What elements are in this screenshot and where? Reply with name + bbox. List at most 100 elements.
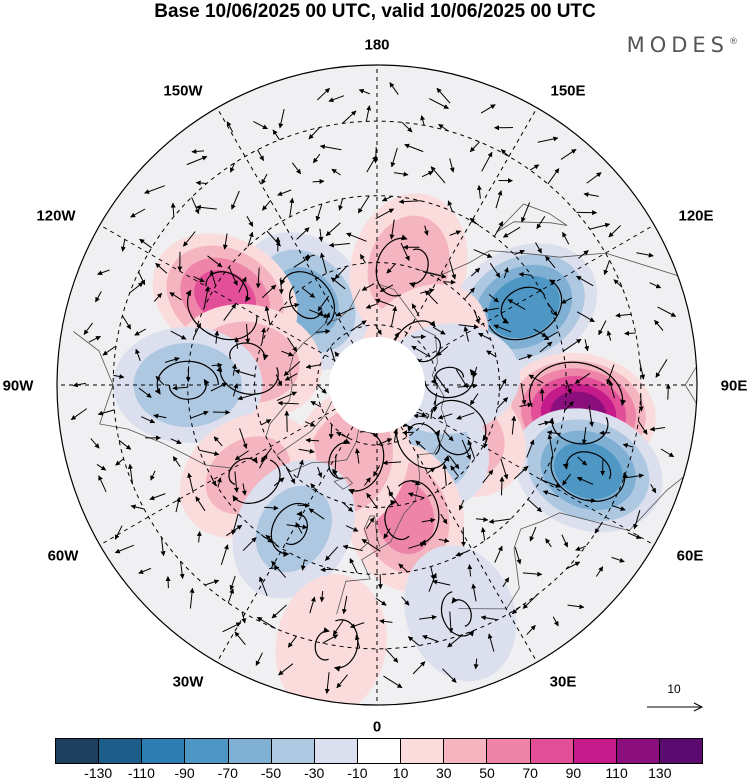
wind-vector bbox=[332, 620, 344, 636]
wind-vector bbox=[237, 393, 256, 401]
wind-vector bbox=[450, 465, 459, 477]
streamline bbox=[550, 455, 629, 502]
streamline bbox=[154, 360, 219, 395]
streamline bbox=[528, 361, 627, 408]
streamline bbox=[375, 234, 408, 297]
lon-label-30w: 30W bbox=[172, 673, 204, 691]
wind-vector bbox=[335, 307, 355, 317]
wind-vector bbox=[436, 346, 449, 357]
colorbar-tick-label: 110 bbox=[605, 765, 628, 781]
vortex-circulation bbox=[550, 451, 629, 502]
wind-vector bbox=[186, 155, 208, 166]
lon-label-90e: 90E bbox=[720, 377, 748, 395]
map-title: Base 10/06/2025 00 UTC, valid 10/06/2025… bbox=[154, 1, 596, 22]
wind-vector bbox=[381, 195, 393, 202]
wind-vector bbox=[594, 522, 603, 534]
wind-vector bbox=[410, 480, 421, 486]
wind-vector bbox=[315, 203, 323, 222]
wind-vector bbox=[539, 388, 545, 402]
wind-vector bbox=[477, 332, 491, 340]
wind-vector bbox=[231, 513, 239, 535]
wind-vector bbox=[231, 190, 240, 210]
wind-vector bbox=[193, 276, 205, 283]
wind-vector bbox=[538, 420, 550, 426]
wind-vector bbox=[325, 312, 331, 324]
wind-vector bbox=[382, 460, 402, 466]
wind-vector bbox=[463, 326, 469, 342]
wind-vector bbox=[278, 663, 294, 676]
wind-vector bbox=[359, 253, 366, 264]
wind-vector bbox=[195, 204, 217, 210]
lon-label-60e: 60E bbox=[676, 547, 704, 565]
wind-vector bbox=[390, 147, 398, 168]
wind-vector bbox=[317, 295, 330, 312]
wind-vector bbox=[234, 369, 256, 377]
streamline bbox=[398, 480, 440, 546]
colorbar-swatch bbox=[228, 739, 272, 763]
wind-vector bbox=[436, 87, 451, 104]
wind-vector bbox=[442, 279, 456, 285]
streamline bbox=[451, 596, 472, 627]
streamline bbox=[228, 456, 258, 486]
colorbar-swatch bbox=[185, 739, 229, 763]
wind-vector bbox=[96, 463, 107, 471]
colorbar-tick-label: 50 bbox=[479, 765, 495, 781]
wind-vector bbox=[277, 189, 292, 196]
streamline bbox=[285, 510, 308, 546]
wind-vector bbox=[278, 108, 285, 129]
wind-vector bbox=[654, 319, 664, 331]
wind-vector bbox=[319, 144, 342, 151]
wind-vector bbox=[260, 447, 273, 463]
wind-vector bbox=[345, 525, 359, 532]
colorbar-tick-label: -50 bbox=[260, 765, 282, 781]
wind-vector bbox=[430, 566, 436, 580]
wind-vector bbox=[308, 127, 320, 140]
colorbar-swatch bbox=[271, 739, 315, 763]
streamline bbox=[229, 342, 269, 361]
wind-vector bbox=[426, 467, 436, 474]
wind-vector bbox=[448, 611, 454, 634]
wind-vector bbox=[589, 222, 611, 230]
wind-vector bbox=[398, 199, 421, 205]
wind-vector bbox=[494, 545, 503, 563]
colorbar-swatch bbox=[616, 739, 660, 763]
wind-vector bbox=[284, 373, 298, 381]
wind-vector bbox=[135, 348, 141, 361]
wind-vector bbox=[245, 323, 251, 344]
wind-vector bbox=[375, 597, 387, 606]
wind-vector bbox=[293, 256, 311, 268]
wind-vector bbox=[305, 437, 320, 443]
wind-vector bbox=[496, 397, 509, 409]
vortex-circulation bbox=[314, 619, 359, 672]
streamline bbox=[440, 591, 475, 637]
wind-vector bbox=[210, 382, 228, 392]
wind-vector bbox=[316, 383, 327, 394]
wind-vector bbox=[613, 279, 623, 288]
wind-vector bbox=[411, 345, 431, 358]
wind-vector bbox=[153, 292, 163, 302]
wind-vector bbox=[256, 616, 276, 630]
colorbar bbox=[55, 738, 703, 764]
wind-vector bbox=[526, 439, 535, 458]
streamline bbox=[205, 271, 252, 302]
reference-vector-arrow bbox=[647, 702, 704, 712]
wind-vector bbox=[346, 232, 367, 242]
wind-vectors bbox=[70, 82, 677, 694]
wind-vector bbox=[540, 479, 561, 488]
wind-vector bbox=[565, 561, 581, 570]
wind-vector bbox=[389, 82, 399, 95]
wind-vector bbox=[309, 596, 316, 614]
colorbar-swatch bbox=[487, 739, 531, 763]
wind-vector bbox=[518, 271, 532, 277]
wind-vector bbox=[238, 276, 247, 293]
wind-vector bbox=[513, 465, 529, 480]
wind-vector bbox=[437, 413, 453, 420]
wind-vector bbox=[480, 104, 496, 114]
lon-label-150e: 150E bbox=[550, 82, 586, 100]
wind-vector bbox=[424, 271, 447, 279]
wind-vector bbox=[386, 263, 396, 274]
vortex-circulation bbox=[384, 480, 440, 546]
wind-vector bbox=[289, 197, 295, 218]
lon-label-120w: 120W bbox=[36, 207, 76, 225]
wind-vector bbox=[312, 178, 325, 184]
